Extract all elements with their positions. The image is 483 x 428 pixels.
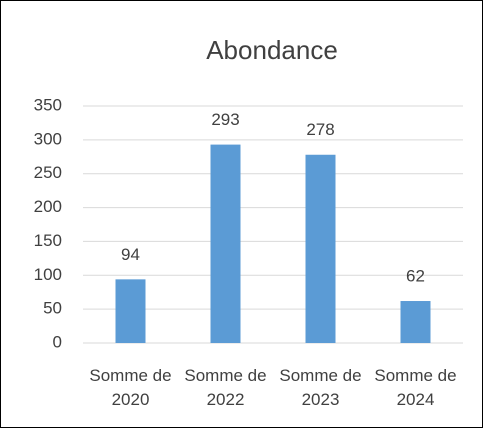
y-tick-label: 100 bbox=[34, 265, 62, 284]
x-tick-label: Somme de 2020 bbox=[89, 366, 172, 409]
data-label: 278 bbox=[306, 120, 334, 139]
y-tick-label: 300 bbox=[34, 129, 62, 148]
bar bbox=[305, 154, 336, 343]
x-tick-label: Somme de 2024 bbox=[374, 366, 457, 409]
y-tick-label: 250 bbox=[34, 163, 62, 182]
bar bbox=[115, 279, 146, 343]
x-tick-label: Somme de 2023 bbox=[279, 366, 362, 409]
y-tick-label: 0 bbox=[53, 332, 62, 351]
x-tick-label: Somme de 2022 bbox=[184, 366, 267, 409]
bar bbox=[210, 144, 241, 343]
y-tick-label: 350 bbox=[34, 95, 62, 114]
data-label: 62 bbox=[406, 267, 425, 286]
data-label: 293 bbox=[211, 110, 239, 129]
bar bbox=[400, 301, 431, 343]
data-label: 94 bbox=[121, 245, 140, 264]
y-tick-label: 200 bbox=[34, 197, 62, 216]
chart-title: Abondance bbox=[206, 35, 338, 65]
y-tick-label: 50 bbox=[43, 299, 62, 318]
y-tick-label: 150 bbox=[34, 231, 62, 250]
